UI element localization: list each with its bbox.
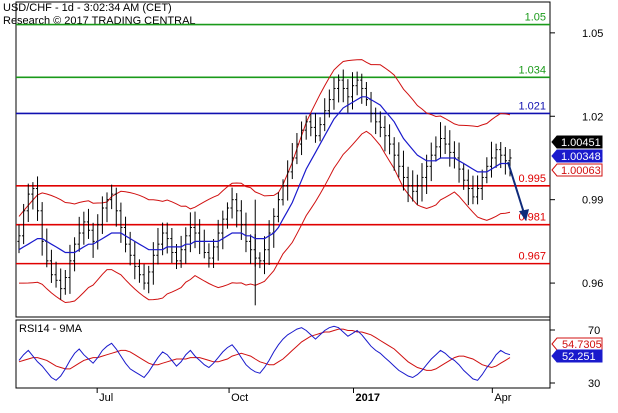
rsi-axis-label-30: 30 xyxy=(588,378,600,390)
price-tag-black-box xyxy=(551,135,603,149)
rsi-tag-blue-box xyxy=(551,349,603,363)
level-label-1.021: 1.021 xyxy=(518,100,546,112)
time-axis-group: Jul Oct 2017 Apr xyxy=(96,388,512,404)
bollinger-bands-group xyxy=(18,59,511,304)
time-axis-label-Apr: Apr xyxy=(494,392,511,404)
rsi-axis-label-70: 70 xyxy=(588,325,600,337)
rsi-tag-red-box xyxy=(551,337,603,351)
price-panel-frame xyxy=(15,1,551,318)
rsi-lines-group xyxy=(18,325,511,381)
projection-arrow-shaft xyxy=(507,161,525,214)
price-tags-group: 1.00451 1.00348 1.00063 xyxy=(551,135,603,177)
price-tag-red-label: 1.00063 xyxy=(561,165,601,177)
price-axis-label-0.96: 0.96 xyxy=(582,278,603,290)
level-label-0.995: 0.995 xyxy=(518,173,546,185)
rsi-ma-line xyxy=(18,328,511,371)
projection-arrow-group xyxy=(507,161,529,222)
chart-header-symbol: USD/CHF - 1d - 3:02:34 AM (CET) xyxy=(3,2,172,14)
moving-average-line xyxy=(18,96,510,254)
rsi-line xyxy=(18,325,511,381)
price-tag-blue-box xyxy=(551,149,603,163)
price-axis-label-1.02: 1.02 xyxy=(582,111,603,123)
projection-arrow-head xyxy=(519,209,529,222)
time-axis-label-Jul: Jul xyxy=(99,392,113,404)
rsi-panel-frame xyxy=(15,319,551,389)
bollinger-upper-line xyxy=(18,59,511,217)
level-label-1.05: 1.05 xyxy=(525,12,546,24)
price-tag-red-box xyxy=(551,163,603,177)
bollinger-lower-line xyxy=(19,130,511,304)
candles-group xyxy=(17,69,512,306)
rsi-tag-red-label: 54.7305 xyxy=(562,339,602,351)
time-axis-label-2017: 2017 xyxy=(355,392,379,404)
price-axis-label-0.99: 0.99 xyxy=(582,195,603,207)
rsi-tag-blue-label: 52.251 xyxy=(562,351,596,363)
price-tag-blue-label: 1.00348 xyxy=(561,151,601,163)
price-axis-label-1.05: 1.05 xyxy=(582,28,603,40)
rsi-panel-title: RSI14 - 9MA xyxy=(19,323,83,335)
price-axis-group: 1.05 1.02 0.99 0.96 xyxy=(550,28,603,290)
level-label-1.034: 1.034 xyxy=(518,64,546,76)
time-axis-label-Oct: Oct xyxy=(231,392,248,404)
rsi-axis-group: 70 30 xyxy=(550,325,600,390)
moving-average-group xyxy=(18,96,510,254)
level-label-0.967: 0.967 xyxy=(518,251,546,263)
price-tag-black-label: 1.00451 xyxy=(561,137,601,149)
